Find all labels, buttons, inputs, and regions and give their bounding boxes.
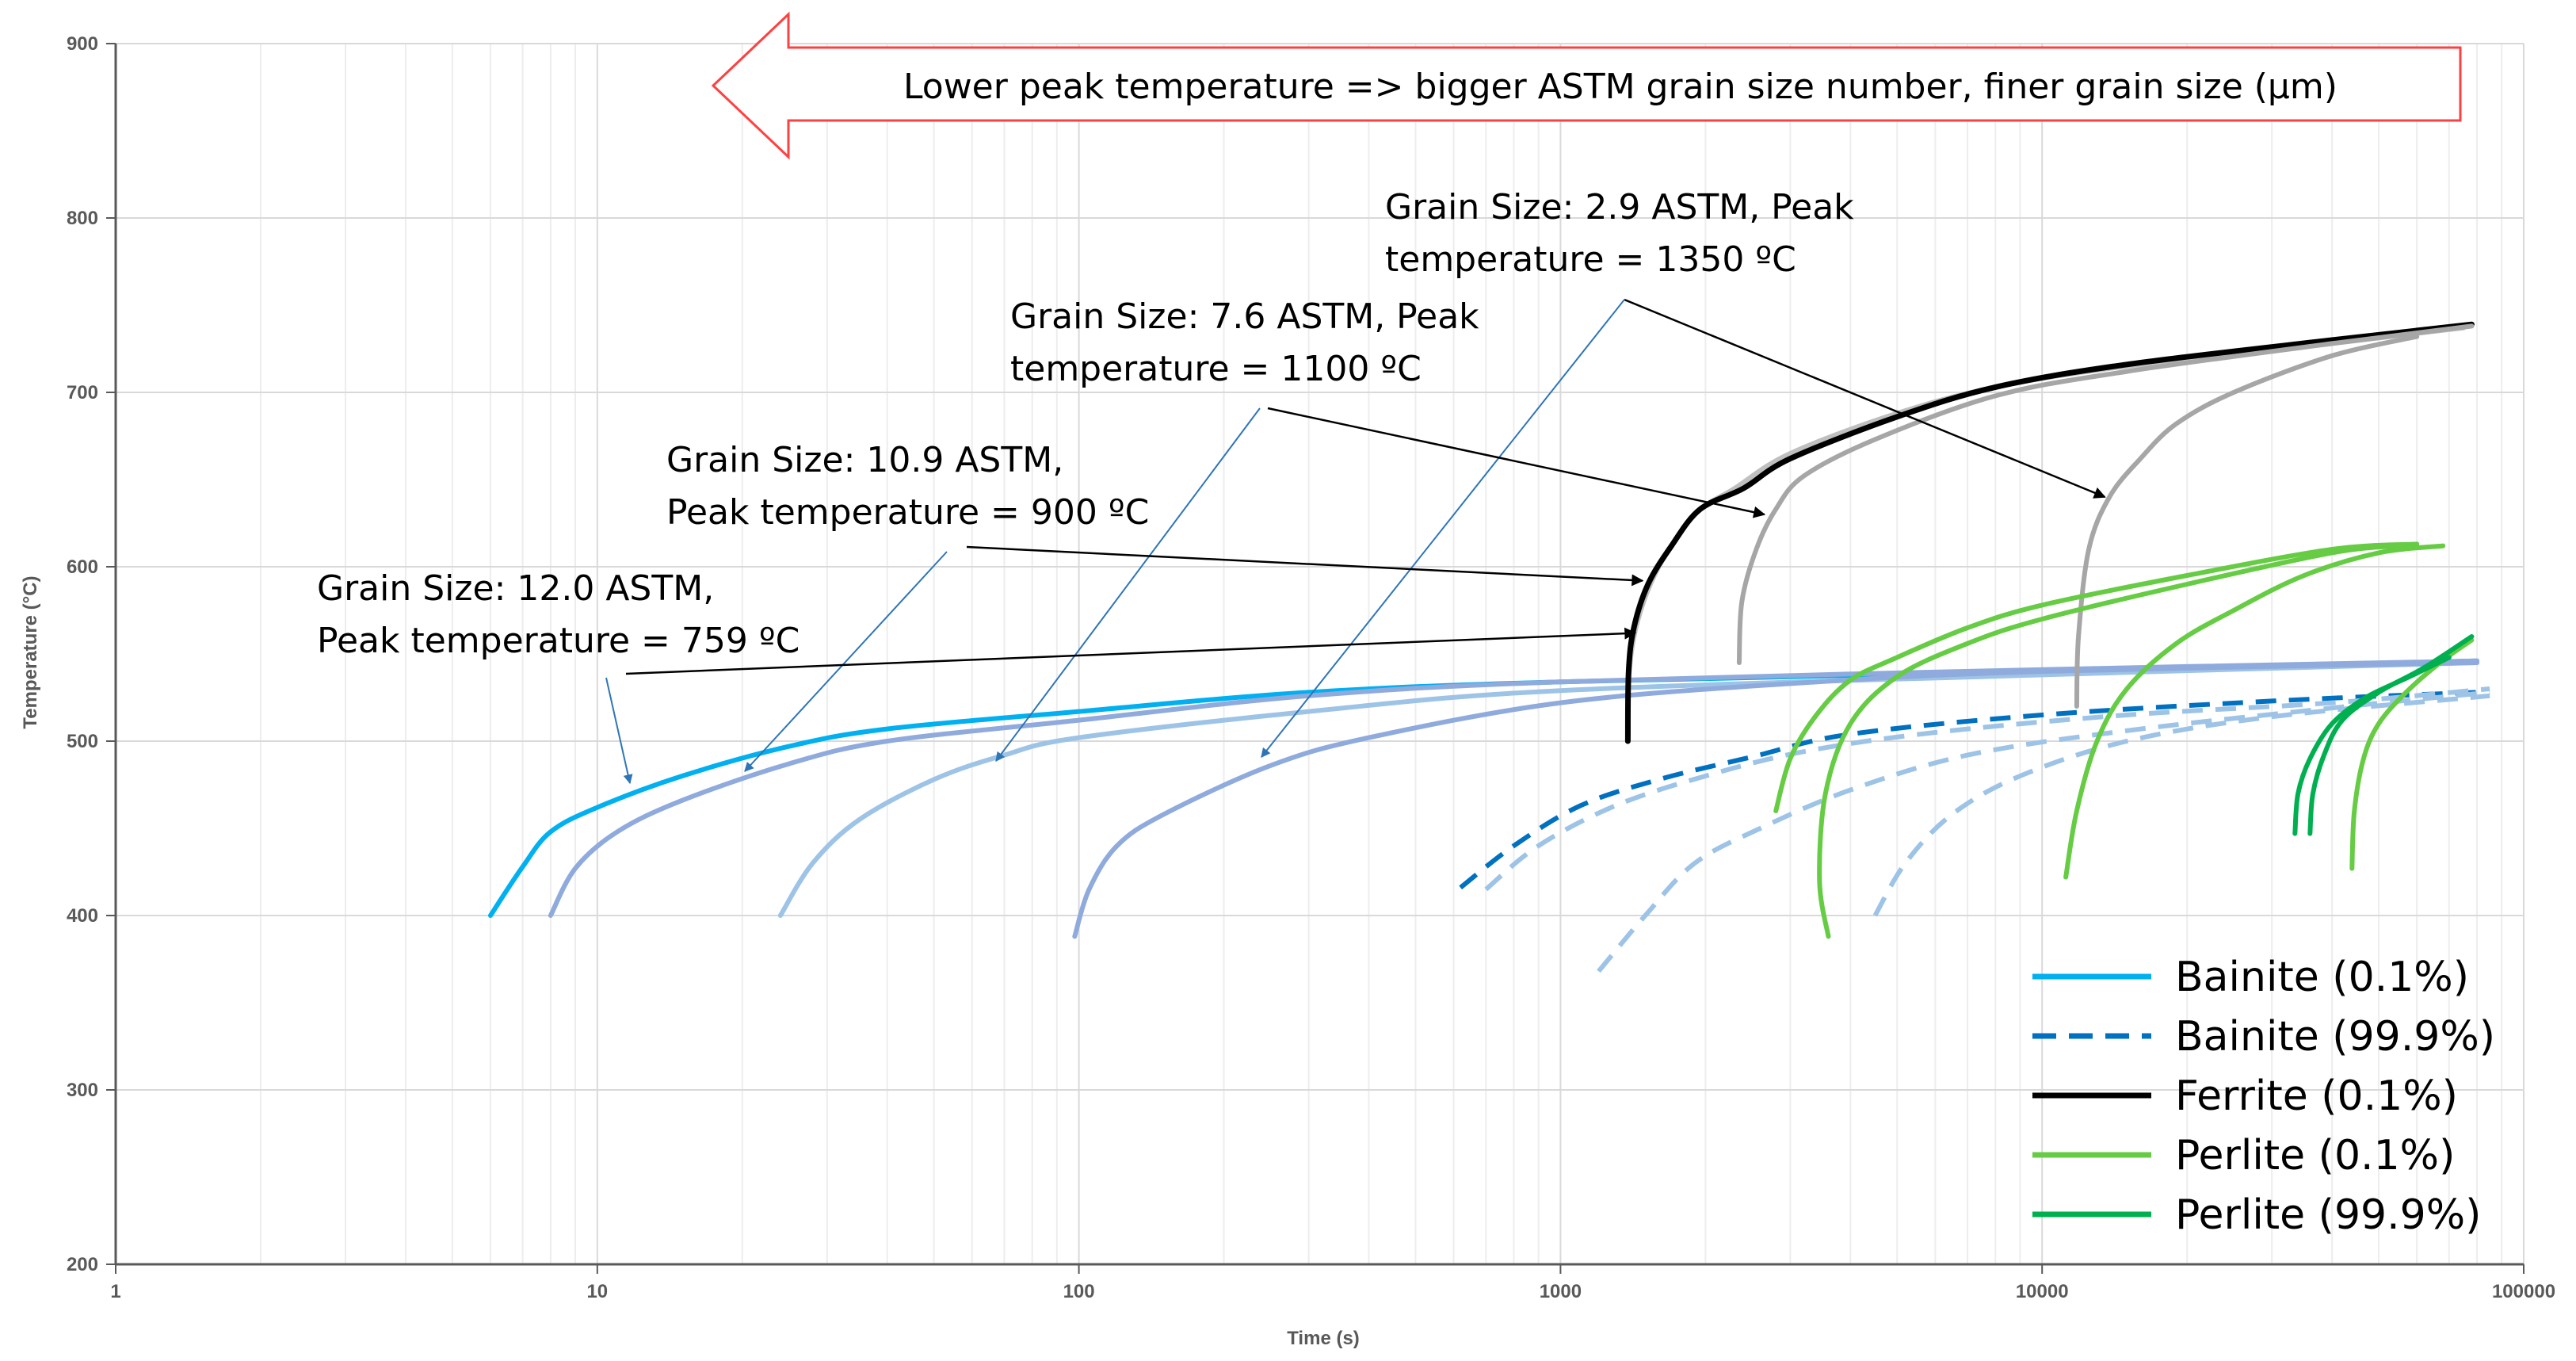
x-tick-label: 1	[110, 1281, 120, 1302]
legend-label: Ferrite (0.1%)	[2175, 1072, 2458, 1120]
legend: Bainite (0.1%) Bainite (99.9%) Ferrite (0.…	[2032, 954, 2495, 1239]
series-line-ferrite-0-1-10-9-astm	[1624, 321, 2475, 744]
annotation-text: Peak temperature = 759 ºC	[317, 621, 800, 661]
annotation-leader-line	[625, 627, 1637, 675]
annotation-text: Grain Size: 10.9 ASTM,	[666, 440, 1063, 480]
x-tick-label: 10	[586, 1281, 608, 1302]
series-line-ferrite-0-1-2-9-astm	[2074, 334, 2420, 709]
annotation-gs109: Grain Size: 10.9 ASTM, Peak temperature =…	[666, 440, 1644, 772]
annotation-pointer-line	[605, 677, 633, 785]
series-line-perlite-99-9-a	[2292, 655, 2452, 836]
series-line-perlite-0-1-10-9-astm	[1817, 543, 2402, 939]
annotation-pointer-line	[995, 407, 1261, 762]
annotation-text: Grain Size: 2.9 ASTM, Peak	[1385, 187, 1854, 227]
series-line-bainite-0-1-12-0-astm	[488, 658, 2480, 918]
gridlines	[116, 43, 2524, 1264]
legend-label: Perlite (99.9%)	[2175, 1191, 2481, 1239]
series-line-bainite-99-9-7-6-astm	[1597, 690, 2490, 973]
annotation-gs76: Grain Size: 7.6 ASTM, Peak temperature = …	[995, 296, 1766, 762]
legend-label: Bainite (99.9%)	[2175, 1013, 2495, 1061]
annotation-text: Grain Size: 7.6 ASTM, Peak	[1010, 296, 1479, 337]
banner-text: Lower peak temperature => bigger ASTM gr…	[903, 67, 2337, 107]
annotation-text: Peak temperature = 900 ºC	[666, 492, 1149, 533]
y-axis-title: Temperature (°C)	[20, 575, 41, 728]
legend-item: Perlite (0.1%)	[2032, 1132, 2455, 1179]
series-line-perlite-0-1-12-0-astm	[1773, 541, 2420, 813]
legend-item: Ferrite (0.1%)	[2032, 1072, 2458, 1120]
series-line-bainite-99-9-12-0-astm	[1459, 690, 2478, 890]
x-tick-label: 1000	[1540, 1281, 1582, 1302]
annotation-gs120: Grain Size: 12.0 ASTM, Peak temperature =…	[317, 568, 1637, 785]
banner: Lower peak temperature => bigger ASTM gr…	[711, 11, 2462, 160]
series-line-bainite-99-9-2-9-astm	[1872, 693, 2490, 917]
y-tick-label: 700	[67, 382, 98, 403]
x-tick-label: 10000	[2016, 1281, 2069, 1302]
x-tick-label: 100000	[2492, 1281, 2555, 1302]
annotation-text: temperature = 1100 ºC	[1010, 349, 1422, 389]
legend-item: Perlite (99.9%)	[2032, 1191, 2481, 1239]
series-line-perlite-0-1-7-6-astm	[2063, 543, 2446, 880]
y-tick-label: 600	[67, 556, 98, 578]
banner-arrow-shape	[711, 11, 2462, 160]
series-line-bainite-0-1-2-9-astm	[1072, 660, 2480, 939]
annotation-leader-line	[966, 545, 1644, 587]
annotation-pointer-line	[744, 551, 948, 772]
axes: 1 10 100 1000 10000 100000 200 300 400 500 600 700 8…	[67, 33, 2555, 1302]
y-tick-label: 300	[67, 1080, 98, 1101]
legend-item: Bainite (0.1%)	[2032, 954, 2469, 1001]
series-line-bainite-0-1-7-6-astm	[777, 660, 2480, 918]
data-series	[488, 321, 2490, 973]
x-tick-label: 100	[1063, 1281, 1095, 1302]
series-line-perlite-99-9-b	[2307, 634, 2475, 836]
annotation-gs29: Grain Size: 2.9 ASTM, Peak temperature = …	[1261, 187, 2106, 758]
annotation-leader-line	[1267, 407, 1766, 518]
y-tick-label: 500	[67, 731, 98, 752]
annotation-text: Grain Size: 12.0 ASTM,	[317, 568, 714, 609]
y-tick-label: 400	[67, 905, 98, 927]
series-line-ferrite-0-1-7-6-astm	[1736, 323, 2475, 665]
annotations: Grain Size: 2.9 ASTM, Peak temperature = …	[317, 187, 2106, 785]
y-tick-label: 800	[67, 208, 98, 229]
annotation-pointer-line	[1261, 299, 1625, 758]
y-tick-label: 200	[67, 1254, 98, 1275]
annotation-text: temperature = 1350 ºC	[1385, 239, 1796, 280]
legend-item: Bainite (99.9%)	[2032, 1013, 2495, 1061]
annotation-leader-line	[1624, 298, 2106, 499]
x-axis-title: Time (s)	[1287, 1328, 1360, 1349]
legend-label: Perlite (0.1%)	[2175, 1132, 2455, 1179]
legend-label: Bainite (0.1%)	[2175, 954, 2469, 1001]
y-tick-label: 900	[67, 33, 98, 55]
